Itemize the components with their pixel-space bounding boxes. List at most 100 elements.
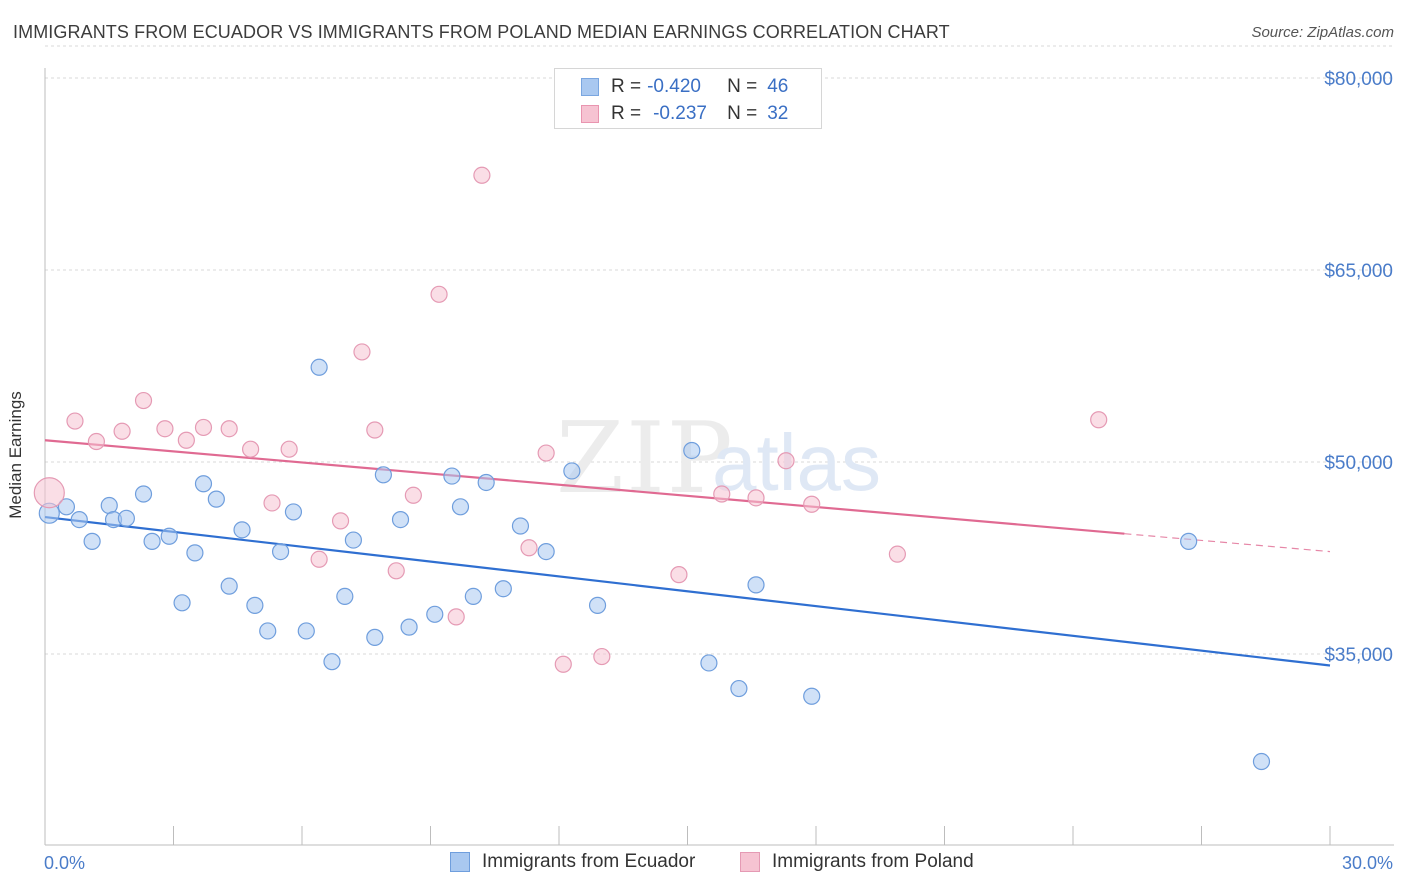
series-legend: Immigrants from Ecuador Immigrants from … [0, 851, 1406, 877]
gridlines [45, 45, 1394, 655]
data-point-ecuador [563, 462, 581, 480]
data-point-poland [430, 285, 448, 303]
legend-n-label: N = [727, 76, 758, 97]
data-point-ecuador [336, 587, 354, 606]
data-point-ecuador [186, 544, 204, 562]
data-point-poland [387, 562, 405, 580]
data-point-ecuador [1180, 532, 1198, 550]
legend-r-value: -0.237 [653, 103, 707, 124]
data-point-ecuador [747, 576, 765, 594]
data-point-ecuador [134, 485, 153, 503]
data-point-ecuador [160, 527, 178, 545]
data-point-poland [242, 440, 260, 458]
data-point-poland [777, 452, 795, 470]
data-point-ecuador [143, 532, 161, 550]
data-point-ecuador [233, 521, 251, 539]
tick-labels: $35,000 $50,000 $65,000 $80,000 0.0% 30.0% [44, 69, 1393, 873]
series-name-poland: Immigrants from Poland [772, 851, 974, 872]
data-point-ecuador [730, 679, 748, 698]
stats-legend: R = -0.420 N = 46 R = -0.237 N = 32 [554, 68, 822, 129]
data-point-poland [194, 418, 213, 437]
data-point-poland [310, 550, 328, 568]
y-tick-label: $65,000 [1324, 261, 1393, 282]
data-point-ecuador [83, 532, 101, 550]
legend-r-label: R = [611, 103, 642, 124]
data-point-poland [404, 486, 422, 504]
data-point-poland [66, 412, 84, 430]
data-point-ecuador [683, 441, 701, 460]
data-point-poland [33, 477, 65, 509]
data-point-ecuador [464, 587, 482, 606]
data-points [33, 166, 1271, 771]
series-name-ecuador: Immigrants from Ecuador [482, 851, 696, 872]
data-point-poland [366, 421, 384, 439]
data-point-ecuador [374, 466, 392, 484]
data-point-ecuador [207, 490, 225, 508]
data-point-poland [537, 444, 555, 462]
data-point-ecuador [451, 498, 470, 516]
data-point-poland [473, 166, 491, 184]
series-legend-poland: Immigrants from Poland [740, 851, 974, 873]
legend-n-label: N = [727, 103, 758, 124]
data-point-ecuador [537, 542, 555, 561]
data-point-ecuador [246, 596, 264, 614]
data-point-poland [593, 647, 611, 666]
legend-row-poland: R = -0.237 N = 32 [581, 102, 788, 126]
y-tick-label: $35,000 [1324, 645, 1393, 666]
legend-r-value: -0.420 [647, 76, 701, 97]
y-tick-label: $80,000 [1324, 69, 1393, 90]
data-point-poland [220, 420, 238, 438]
data-point-ecuador [284, 503, 303, 521]
data-point-ecuador [477, 473, 495, 492]
data-point-ecuador [426, 605, 444, 623]
data-point-ecuador [310, 358, 328, 376]
data-point-ecuador [1252, 752, 1271, 771]
data-point-poland [1090, 411, 1108, 429]
data-point-poland [713, 485, 731, 503]
legend-n-value: 46 [767, 76, 789, 97]
data-point-poland [331, 512, 350, 530]
data-point-poland [87, 432, 106, 451]
data-point-ecuador [70, 510, 88, 529]
data-point-poland [353, 343, 371, 361]
data-point-ecuador [443, 467, 461, 485]
data-point-poland [280, 440, 298, 458]
data-point-ecuador [57, 498, 76, 516]
trend-lines [44, 439, 1331, 667]
data-point-ecuador [366, 628, 384, 646]
data-point-ecuador [391, 510, 410, 529]
source-credit: Source: ZipAtlas.com [1251, 24, 1394, 41]
data-point-poland [888, 545, 906, 563]
data-point-poland [113, 422, 131, 440]
data-point-ecuador [297, 622, 315, 640]
trend-line-poland [44, 439, 1125, 535]
legend-swatch-ecuador [581, 78, 599, 96]
y-tick-label: $50,000 [1324, 453, 1393, 474]
series-legend-ecuador: Immigrants from Ecuador [450, 851, 695, 873]
data-point-poland [803, 495, 821, 513]
data-point-ecuador [323, 653, 341, 671]
legend-swatch-poland [581, 105, 599, 123]
data-point-ecuador [259, 622, 277, 640]
watermark-zip: ZIP [556, 402, 735, 516]
data-point-poland [447, 608, 465, 626]
data-point-ecuador [494, 580, 512, 598]
trend-line-ecuador [44, 515, 1331, 667]
watermark-atlas: atlas [712, 418, 881, 507]
legend-n-value: 32 [767, 103, 789, 124]
x-tick-label-min: 0.0% [44, 853, 85, 873]
legend-r-label: R = [611, 76, 642, 97]
trend-line-extension [1124, 533, 1331, 553]
data-point-ecuador [700, 654, 718, 672]
data-point-ecuador [588, 596, 607, 614]
axes [44, 68, 1394, 846]
data-point-poland [520, 539, 538, 557]
data-point-poland [747, 489, 765, 507]
legend-row-ecuador: R = -0.420 N = 46 [581, 75, 788, 99]
data-point-ecuador [400, 618, 418, 636]
chart-title: IMMIGRANTS FROM ECUADOR VS IMMIGRANTS FR… [13, 22, 950, 42]
data-point-ecuador [220, 577, 238, 595]
data-point-ecuador [173, 594, 191, 612]
series-swatch-poland [740, 852, 760, 872]
